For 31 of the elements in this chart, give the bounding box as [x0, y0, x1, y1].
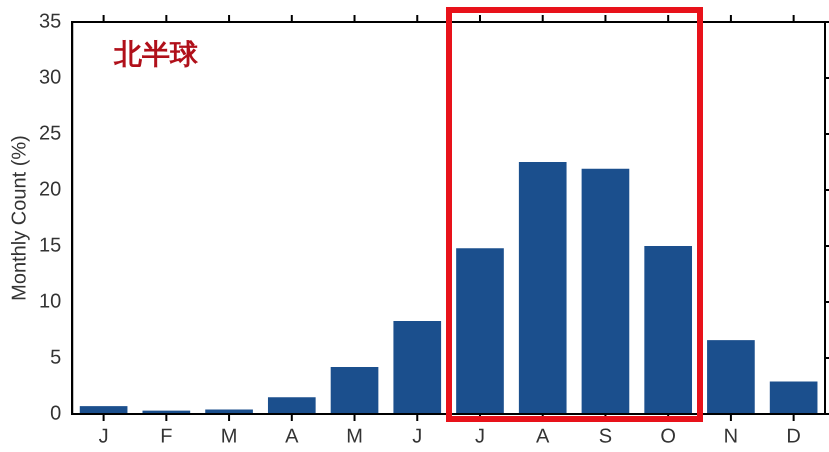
y-tick-label: 15 — [38, 234, 62, 257]
x-tick-label: M — [346, 426, 363, 448]
bar — [707, 340, 755, 414]
x-tick-label: F — [160, 426, 172, 448]
bar — [770, 382, 818, 414]
x-tick-label: D — [786, 426, 801, 448]
bar — [393, 321, 442, 414]
bar — [456, 248, 504, 414]
x-tick-label: N — [724, 426, 738, 448]
y-tick-label: 0 — [50, 402, 62, 425]
y-tick-label: 10 — [38, 290, 62, 313]
y-tick-label: 5 — [50, 346, 62, 369]
y-axis-title: Monthly Count (%) — [8, 135, 31, 301]
y-tick-label: 30 — [38, 66, 62, 89]
x-tick-label: O — [660, 426, 676, 448]
bar — [330, 366, 378, 414]
x-tick-label: M — [220, 426, 238, 448]
bar — [582, 168, 630, 414]
x-tick-label: S — [598, 426, 612, 448]
y-tick-label: 35 — [38, 10, 62, 33]
x-tick-label: J — [412, 426, 422, 448]
y-tick-label: 25 — [38, 122, 62, 145]
bar — [518, 162, 567, 414]
x-tick-label: A — [285, 426, 300, 448]
x-tick-label: J — [98, 426, 109, 448]
bar — [644, 246, 692, 414]
x-tick-label: J — [474, 426, 485, 448]
annotation: 北半球 — [113, 37, 200, 70]
y-tick-label: 20 — [38, 178, 62, 201]
x-tick-label: A — [536, 426, 550, 448]
bar — [268, 397, 316, 414]
